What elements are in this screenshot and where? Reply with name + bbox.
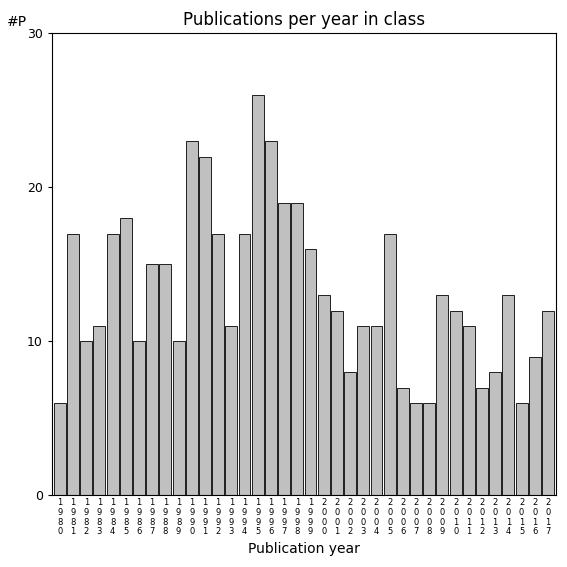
Bar	[159, 264, 171, 496]
Bar	[410, 403, 422, 496]
Bar	[489, 373, 501, 496]
Bar	[476, 388, 488, 496]
Bar	[331, 311, 343, 496]
Bar	[239, 234, 251, 496]
Bar	[199, 156, 211, 496]
Bar	[226, 326, 237, 496]
Bar	[344, 373, 356, 496]
Bar	[120, 218, 132, 496]
Bar	[81, 341, 92, 496]
Bar	[384, 234, 396, 496]
Bar	[133, 341, 145, 496]
Bar	[502, 295, 514, 496]
Bar	[529, 357, 541, 496]
Bar	[278, 203, 290, 496]
Bar	[463, 326, 475, 496]
Bar	[515, 403, 527, 496]
Y-axis label: #P: #P	[7, 15, 27, 29]
Bar	[424, 403, 435, 496]
X-axis label: Publication year: Publication year	[248, 542, 360, 556]
Bar	[437, 295, 448, 496]
Bar	[318, 295, 329, 496]
Bar	[357, 326, 369, 496]
Bar	[172, 341, 184, 496]
Bar	[107, 234, 119, 496]
Bar	[265, 141, 277, 496]
Title: Publications per year in class: Publications per year in class	[183, 11, 425, 29]
Bar	[67, 234, 79, 496]
Bar	[54, 403, 66, 496]
Bar	[252, 95, 264, 496]
Bar	[397, 388, 409, 496]
Bar	[450, 311, 462, 496]
Bar	[291, 203, 303, 496]
Bar	[212, 234, 224, 496]
Bar	[370, 326, 382, 496]
Bar	[304, 249, 316, 496]
Bar	[94, 326, 105, 496]
Bar	[146, 264, 158, 496]
Bar	[542, 311, 554, 496]
Bar	[186, 141, 198, 496]
